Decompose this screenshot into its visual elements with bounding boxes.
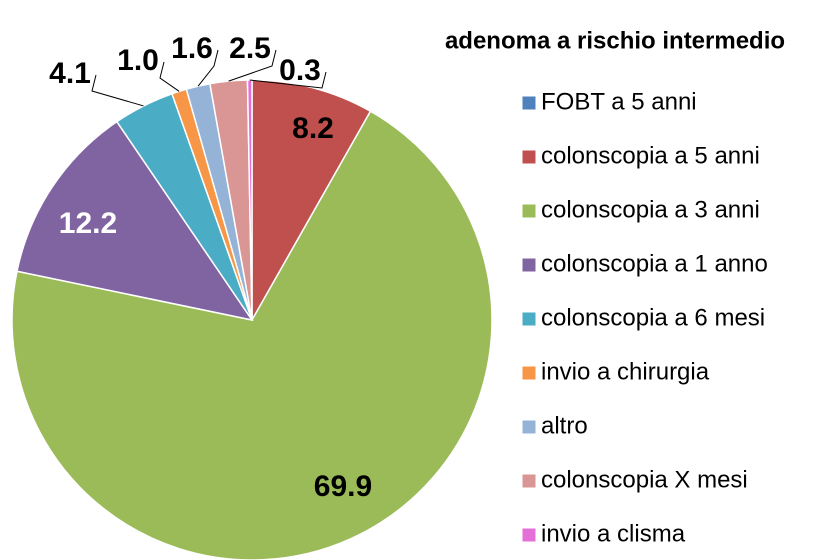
legend-swatch	[521, 527, 537, 543]
data-label: 69.9	[314, 470, 372, 503]
legend-label: colonscopia a 5 anni	[541, 142, 760, 169]
data-label: 0.3	[279, 54, 321, 87]
legend-label: colonscopia X mesi	[541, 466, 748, 493]
legend-swatch	[521, 149, 537, 165]
legend-swatch	[521, 473, 537, 489]
legend-label: colonscopia a 1 anno	[541, 250, 768, 277]
legend-swatch	[521, 95, 537, 111]
legend-label: FOBT a 5 anni	[541, 88, 697, 115]
leader-line	[159, 61, 180, 92]
legend-label: invio a chirurgia	[541, 358, 710, 385]
legend-label: colonscopia a 6 mesi	[541, 304, 765, 331]
pie-slice	[251, 79, 372, 323]
data-label: 8.2	[292, 112, 334, 145]
leader-line	[197, 49, 219, 87]
legend-swatch	[521, 311, 537, 327]
legend-label: altro	[541, 412, 588, 439]
data-label: 4.1	[49, 57, 91, 90]
pie-slice	[16, 120, 254, 322]
data-label: 12.2	[59, 207, 117, 240]
leader-line	[228, 49, 277, 82]
leader-line	[91, 74, 144, 107]
data-label: 1.0	[117, 44, 159, 77]
legend-label: invio a clisma	[541, 520, 686, 547]
legend-label: colonscopia a 3 anni	[541, 196, 760, 223]
legend-swatch	[521, 257, 537, 273]
data-label: 2.5	[229, 32, 271, 65]
data-label: 1.6	[171, 32, 213, 65]
legend-swatch	[521, 365, 537, 381]
pie-slice	[11, 110, 493, 560]
legend-swatch	[521, 419, 537, 435]
leader-line	[249, 71, 327, 89]
chart-title: adenoma a rischio intermedio	[445, 27, 785, 54]
legend-swatch	[521, 203, 537, 219]
